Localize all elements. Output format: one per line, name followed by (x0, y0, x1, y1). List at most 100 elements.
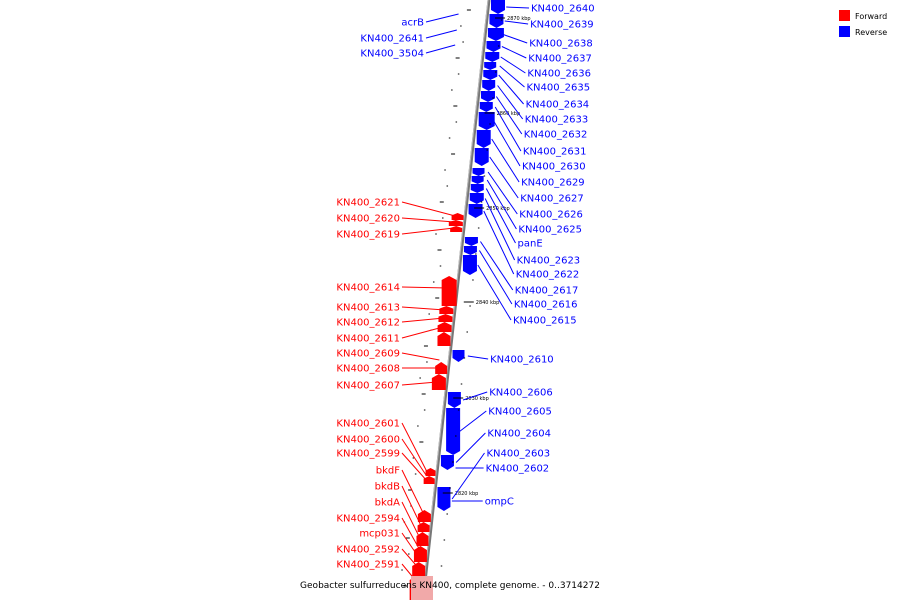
forward-gene-block (437, 322, 452, 332)
reverse-gene-label[interactable]: KN400_2636 (527, 69, 591, 80)
forward-gene-label[interactable]: KN400_2608 (336, 364, 400, 375)
label-connector (425, 13, 459, 23)
label-connector (401, 201, 456, 217)
label-connector (480, 241, 514, 291)
reverse-gene-label[interactable]: acrB (401, 18, 424, 29)
reverse-gene-label[interactable]: KN400_2631 (523, 147, 587, 158)
forward-gene-label[interactable]: KN400_2607 (336, 381, 400, 392)
label-connector (504, 20, 529, 25)
forward-gene-label[interactable]: KN400_2609 (336, 349, 400, 360)
reverse-gene-label[interactable]: KN400_2629 (521, 178, 585, 189)
reverse-gene-label[interactable]: KN400_2625 (518, 225, 582, 236)
reverse-gene-label[interactable]: KN400_2602 (486, 464, 550, 475)
reverse-gene-block (474, 148, 489, 166)
forward-gene-label[interactable]: bkdA (375, 498, 400, 509)
reverse-gene-label[interactable]: panE (518, 239, 543, 250)
forward-gene-label[interactable]: KN400_2592 (336, 545, 400, 556)
reverse-gene-label[interactable]: ompC (485, 497, 514, 508)
label-connector (401, 532, 419, 557)
reverse-gene-label[interactable]: KN400_2610 (490, 355, 554, 366)
reverse-gene-block (440, 455, 454, 470)
reverse-gene-block (469, 193, 484, 204)
label-connector (401, 469, 424, 513)
reverse-gene-label[interactable]: KN400_2626 (519, 210, 583, 221)
label-connector (401, 438, 428, 477)
reverse-gene-label[interactable]: KN400_2622 (516, 270, 580, 281)
forward-gene-block (412, 562, 426, 576)
forward-gene-label[interactable]: bkdB (375, 482, 400, 493)
forward-gene-label[interactable]: KN400_2621 (336, 198, 400, 209)
label-connector (401, 286, 448, 289)
label-connector (483, 210, 515, 275)
reverse-gene-label[interactable]: KN400_2637 (528, 54, 592, 65)
label-connector (401, 517, 420, 549)
reverse-gene-label[interactable]: KN400_2617 (515, 286, 579, 297)
forward-gene-block (441, 276, 457, 306)
reverse-gene-label[interactable]: KN400_2616 (514, 300, 578, 311)
label-connector (401, 485, 422, 527)
reverse-gene-label[interactable]: KN400_2639 (530, 20, 594, 31)
reverse-gene-label[interactable]: KN400_2627 (520, 194, 584, 205)
reverse-gene-label[interactable]: KN400_2606 (489, 388, 553, 399)
forward-gene-label[interactable]: KN400_2612 (336, 318, 400, 329)
reverse-gene-label[interactable]: KN400_2635 (527, 83, 591, 94)
legend-swatch-forward (839, 10, 850, 21)
label-connector (491, 138, 520, 183)
legend-label-forward: Forward (855, 12, 887, 21)
reverse-gene-block (482, 80, 496, 91)
forward-gene-label[interactable]: KN400_2613 (336, 303, 400, 314)
scale-label: 2850 kbp (486, 206, 510, 212)
reverse-gene-block (478, 112, 495, 130)
label-connector (459, 410, 487, 432)
forward-gene-label[interactable]: KN400_2619 (336, 230, 400, 241)
forward-gene-label[interactable]: KN400_2614 (336, 283, 400, 294)
label-connector (486, 179, 517, 230)
reverse-gene-label[interactable]: KN400_2604 (487, 429, 551, 440)
label-connector (467, 355, 489, 360)
reverse-gene-block (476, 130, 491, 148)
forward-gene-block (425, 468, 436, 476)
reverse-gene-label[interactable]: KN400_2632 (524, 130, 588, 141)
label-connector (451, 452, 485, 500)
reverse-gene-label[interactable]: KN400_2641 (360, 34, 424, 45)
forward-gene-label[interactable]: bkdF (376, 466, 400, 477)
label-connector (401, 452, 427, 481)
label-connector (506, 6, 530, 9)
forward-gene-label[interactable]: KN400_2599 (336, 449, 400, 460)
reverse-gene-label[interactable]: KN400_2638 (529, 39, 593, 50)
label-connector (401, 548, 418, 567)
label-connector (477, 264, 512, 321)
reverse-gene-label[interactable]: KN400_2623 (517, 256, 581, 267)
forward-gene-label[interactable]: KN400_2620 (336, 214, 400, 225)
forward-gene-block (450, 226, 463, 232)
forward-gene-label[interactable]: mcp031 (359, 529, 400, 540)
label-connector (401, 422, 428, 473)
label-connector (455, 432, 486, 463)
map-caption: Geobacter sulfurreducens KN400, complete… (300, 581, 600, 591)
reverse-gene-block (483, 70, 498, 80)
label-connector (479, 250, 513, 305)
reverse-gene-label[interactable]: KN400_2630 (522, 162, 586, 173)
forward-gene-label[interactable]: KN400_2594 (336, 514, 400, 525)
reverse-gene-label[interactable]: KN400_2633 (525, 115, 589, 126)
label-connector (484, 198, 516, 261)
legend: Forward Reverse (839, 10, 887, 37)
label-connector (485, 188, 516, 244)
forward-gene-label[interactable]: KN400_2591 (336, 560, 400, 571)
reverse-gene-label[interactable]: KN400_3504 (360, 49, 424, 60)
caption-band (411, 576, 433, 600)
forward-gene-label[interactable]: KN400_2600 (336, 435, 400, 446)
label-connector (489, 156, 519, 199)
label-connector (401, 217, 455, 223)
reverse-gene-label[interactable]: KN400_2640 (531, 4, 595, 15)
forward-gene-label[interactable]: KN400_2601 (336, 419, 400, 430)
forward-gene-block (437, 332, 451, 346)
label-connector (401, 352, 440, 361)
reverse-gene-label[interactable]: KN400_2603 (487, 449, 551, 460)
reverse-gene-label[interactable]: KN400_2615 (513, 316, 577, 327)
reverse-gene-label[interactable]: KN400_2634 (526, 100, 590, 111)
reverse-gene-label[interactable]: KN400_2605 (488, 407, 552, 418)
label-connector (462, 391, 488, 401)
reverse-gene-block (480, 91, 495, 102)
forward-gene-label[interactable]: KN400_2611 (336, 334, 400, 345)
